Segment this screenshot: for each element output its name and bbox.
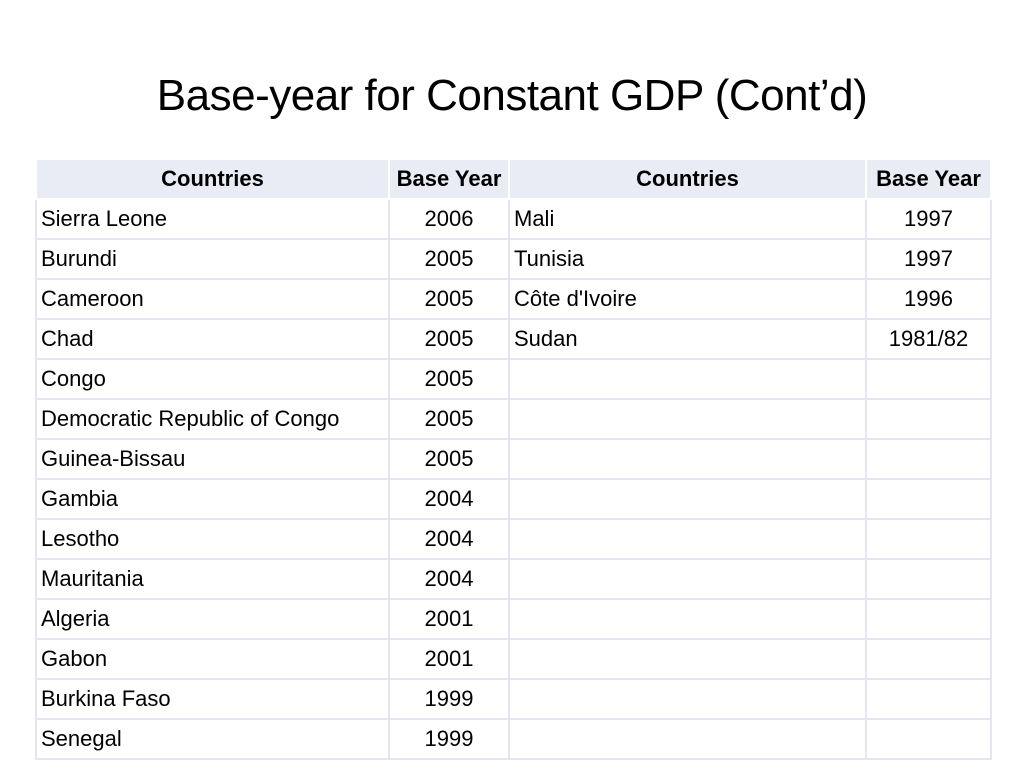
cell-year-left: 2005	[388, 358, 510, 400]
cell-country-left: Burkina Faso	[35, 678, 390, 720]
cell-year-right	[865, 358, 992, 400]
cell-country-right: Sudan	[508, 318, 867, 360]
cell-country-left: Burundi	[35, 238, 390, 280]
table-row: Lesotho 2004	[35, 518, 992, 560]
table-row: Chad 2005 Sudan 1981/82	[35, 318, 992, 360]
cell-country-right: Tunisia	[508, 238, 867, 280]
cell-year-right	[865, 438, 992, 480]
cell-country-right	[508, 518, 867, 560]
cell-country-right	[508, 638, 867, 680]
table-row: Burundi 2005 Tunisia 1997	[35, 238, 992, 280]
cell-country-right	[508, 438, 867, 480]
cell-country-right	[508, 478, 867, 520]
cell-country-right: Côte d'Ivoire	[508, 278, 867, 320]
table-row: Algeria 2001	[35, 598, 992, 640]
cell-year-left: 2005	[388, 318, 510, 360]
cell-year-left: 2004	[388, 478, 510, 520]
cell-country-right	[508, 678, 867, 720]
table-body: Sierra Leone 2006 Mali 1997 Burundi 2005 Tunis…	[35, 198, 992, 760]
table-row: Congo 2005	[35, 358, 992, 400]
table-row: Gambia 2004	[35, 478, 992, 520]
cell-country-right	[508, 358, 867, 400]
cell-country-left: Cameroon	[35, 278, 390, 320]
cell-year-left: 2001	[388, 638, 510, 680]
cell-year-left: 2005	[388, 238, 510, 280]
cell-country-left: Gambia	[35, 478, 390, 520]
cell-year-left: 2006	[388, 198, 510, 240]
cell-year-right	[865, 558, 992, 600]
table-row: Senegal 1999	[35, 718, 992, 760]
cell-country-left: Democratic Republic of Congo	[35, 398, 390, 440]
cell-country-left: Guinea-Bissau	[35, 438, 390, 480]
cell-year-left: 2001	[388, 598, 510, 640]
cell-year-left: 2005	[388, 398, 510, 440]
cell-year-right	[865, 398, 992, 440]
cell-country-left: Senegal	[35, 718, 390, 760]
header-base-year-right: Base Year	[865, 158, 992, 200]
cell-year-left: 2004	[388, 558, 510, 600]
cell-year-right	[865, 678, 992, 720]
table-row: Gabon 2001	[35, 638, 992, 680]
cell-year-right: 1997	[865, 238, 992, 280]
base-year-table: Countries Base Year Countries Base Year …	[35, 158, 992, 760]
slide-title: Base-year for Constant GDP (Cont’d)	[156, 71, 868, 120]
cell-year-right	[865, 718, 992, 760]
cell-country-right: Mali	[508, 198, 867, 240]
table-row: Democratic Republic of Congo 2005	[35, 398, 992, 440]
table-header-row: Countries Base Year Countries Base Year	[35, 158, 992, 200]
header-countries-right: Countries	[508, 158, 867, 200]
table-row: Guinea-Bissau 2005	[35, 438, 992, 480]
cell-year-right	[865, 638, 992, 680]
cell-country-right	[508, 718, 867, 760]
header-base-year-left: Base Year	[388, 158, 510, 200]
cell-year-left: 1999	[388, 678, 510, 720]
cell-country-left: Gabon	[35, 638, 390, 680]
cell-year-right: 1981/82	[865, 318, 992, 360]
cell-year-right: 1996	[865, 278, 992, 320]
table-row: Cameroon 2005 Côte d'Ivoire 1996	[35, 278, 992, 320]
cell-year-left: 2005	[388, 278, 510, 320]
cell-country-left: Congo	[35, 358, 390, 400]
cell-country-right	[508, 598, 867, 640]
cell-country-left: Algeria	[35, 598, 390, 640]
cell-year-left: 2005	[388, 438, 510, 480]
cell-country-right	[508, 398, 867, 440]
header-countries-left: Countries	[35, 158, 390, 200]
table-row: Mauritania 2004	[35, 558, 992, 600]
cell-country-left: Mauritania	[35, 558, 390, 600]
cell-year-right	[865, 518, 992, 560]
table-row: Sierra Leone 2006 Mali 1997	[35, 198, 992, 240]
cell-year-right: 1997	[865, 198, 992, 240]
table-row: Burkina Faso 1999	[35, 678, 992, 720]
cell-year-left: 2004	[388, 518, 510, 560]
cell-year-right	[865, 478, 992, 520]
cell-country-left: Sierra Leone	[35, 198, 390, 240]
cell-country-right	[508, 558, 867, 600]
cell-year-left: 1999	[388, 718, 510, 760]
cell-year-right	[865, 598, 992, 640]
cell-country-left: Chad	[35, 318, 390, 360]
cell-country-left: Lesotho	[35, 518, 390, 560]
